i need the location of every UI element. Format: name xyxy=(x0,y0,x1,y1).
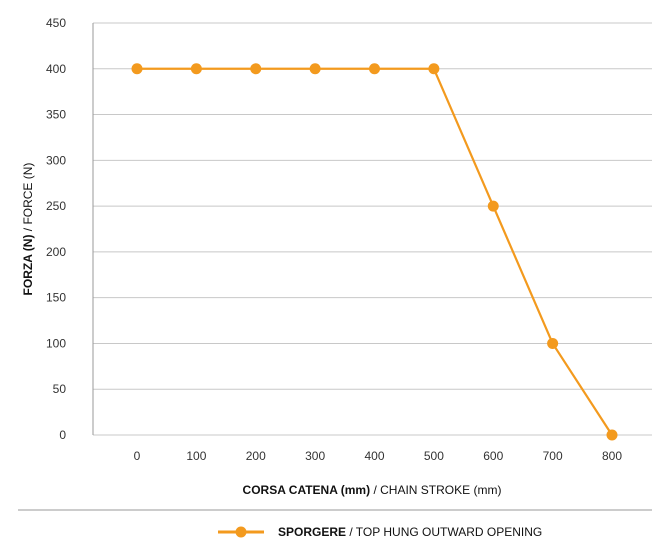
gridlines xyxy=(93,22,652,436)
data-point xyxy=(428,63,440,75)
x-tick-label: 400 xyxy=(364,449,384,463)
x-tick-label: 300 xyxy=(305,449,325,463)
y-tick-label: 200 xyxy=(46,245,66,259)
y-tick-label: 50 xyxy=(53,382,67,396)
y-tick-label: 100 xyxy=(46,336,66,350)
x-tick-label: 200 xyxy=(246,449,266,463)
x-tick-labels: 0 100 200 300 400 500 600 700 800 xyxy=(134,449,623,463)
data-point xyxy=(487,200,499,212)
legend-label-bold: SPORGERE xyxy=(278,525,346,539)
data-point xyxy=(369,63,380,75)
legend-swatch-marker xyxy=(235,526,247,538)
x-axis-title-bold: CORSA CATENA (mm) xyxy=(243,483,371,497)
y-tick-label: 150 xyxy=(46,291,66,305)
x-tick-label: 700 xyxy=(543,449,563,463)
x-tick-label: 600 xyxy=(483,449,503,463)
x-axis-title: CORSA CATENA (mm) / CHAIN STROKE (mm) xyxy=(243,483,502,497)
legend: SPORGERE / TOP HUNG OUTWARD OPENING xyxy=(218,525,542,539)
y-tick-label: 400 xyxy=(46,62,66,76)
x-tick-label: 0 xyxy=(134,449,141,463)
x-tick-label: 800 xyxy=(602,449,622,463)
x-axis-title-rest: / CHAIN STROKE (mm) xyxy=(370,483,501,497)
y-tick-label: 450 xyxy=(46,16,66,30)
data-point xyxy=(547,337,559,349)
data-point xyxy=(309,63,321,75)
y-axis-title-rest: / FORCE (N) xyxy=(21,163,35,235)
y-tick-label: 300 xyxy=(46,153,66,167)
y-tick-label: 350 xyxy=(46,108,66,122)
data-point xyxy=(190,63,202,75)
data-point xyxy=(250,63,262,75)
x-tick-label: 500 xyxy=(424,449,444,463)
series-layer xyxy=(131,63,618,441)
y-axis-title-bold: FORZA (N) xyxy=(21,235,35,296)
data-point xyxy=(606,429,618,441)
x-tick-label: 100 xyxy=(186,449,206,463)
legend-label: SPORGERE / TOP HUNG OUTWARD OPENING xyxy=(278,525,542,539)
y-tick-labels: 0 50 100 150 200 250 300 350 400 450 xyxy=(46,16,66,442)
y-tick-label: 0 xyxy=(59,428,66,442)
data-point xyxy=(131,63,143,75)
y-axis-title: FORZA (N) / FORCE (N) xyxy=(21,163,35,296)
y-tick-label: 250 xyxy=(46,199,66,213)
legend-label-rest: / TOP HUNG OUTWARD OPENING xyxy=(346,525,542,539)
